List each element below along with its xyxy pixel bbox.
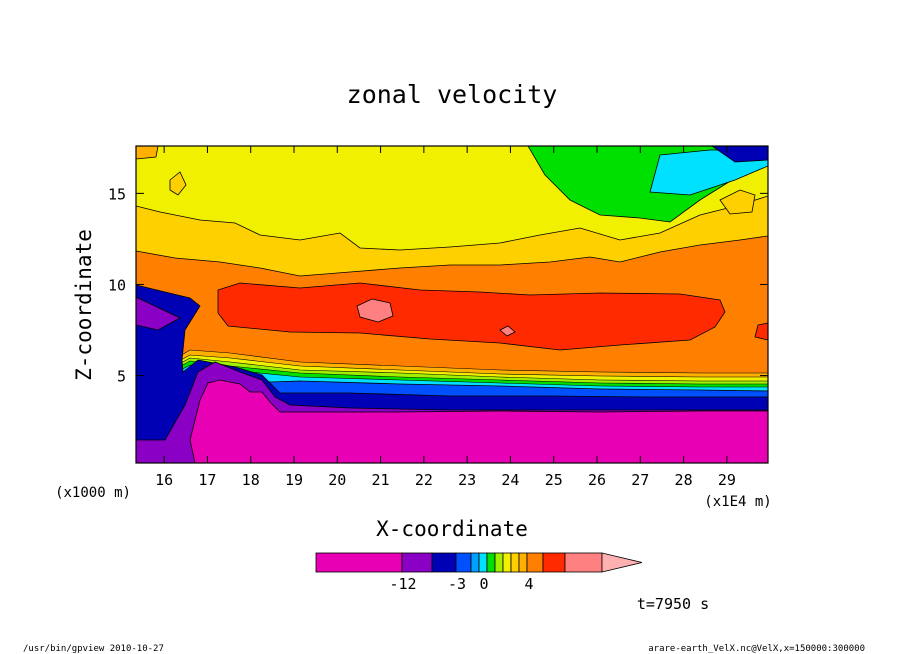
- region-pink-max-2: [499, 325, 516, 337]
- colorbar-segment: [431, 552, 457, 573]
- y-axis-label: Z-coordinate: [72, 229, 96, 381]
- colorbar: [315, 552, 643, 573]
- colorbar-segment: [478, 552, 488, 573]
- colorbar-segment: [526, 552, 544, 573]
- colorbar-segment: [542, 552, 566, 573]
- region-pink-max: [356, 298, 394, 323]
- x-tick-label: 24: [501, 471, 519, 489]
- region-magenta: [189, 379, 768, 463]
- x-axis-label: X-coordinate: [376, 517, 528, 541]
- colorbar-segment: [315, 552, 403, 573]
- x-tick-label: 29: [718, 471, 736, 489]
- region-orange-patch-corner: [136, 146, 159, 160]
- x-tick-label: 20: [328, 471, 346, 489]
- x-tick-label: 22: [415, 471, 433, 489]
- colorbar-tick-label: 4: [524, 575, 533, 593]
- region-orange-patch-left: [169, 171, 187, 196]
- colorbar-segment: [518, 552, 528, 573]
- colorbar-segment: [470, 552, 480, 573]
- region-navy-top: [711, 146, 768, 163]
- colorbar-segment: [486, 552, 496, 573]
- x-tick-label: 28: [675, 471, 693, 489]
- colorbar-tick-label: -12: [389, 575, 416, 593]
- time-label: t=7950 s: [637, 595, 709, 613]
- x-tick-label: 21: [372, 471, 390, 489]
- z-unit-label: (x1000 m): [55, 485, 131, 501]
- x-tick-label: 16: [155, 471, 173, 489]
- y-tick-label: 5: [117, 368, 126, 386]
- x-tick-label: 23: [458, 471, 476, 489]
- colorbar-segment: [494, 552, 504, 573]
- x-tick-label: 18: [242, 471, 260, 489]
- region-orange-patch-top: [719, 189, 756, 215]
- y-axis: 5 10 15: [108, 185, 768, 386]
- x-tick-label: 19: [285, 471, 303, 489]
- colorbar-segment: [401, 552, 433, 573]
- colorbar-segment: [455, 552, 472, 573]
- x-unit-label: (x1E4 m): [704, 494, 771, 510]
- contour-field: [136, 146, 768, 463]
- colorbar-segment: [564, 552, 603, 573]
- region-red: [217, 282, 726, 351]
- chart-title: zonal velocity: [347, 80, 558, 109]
- x-axis: 16 17 18 19 20 21 22 23 24 25 26 27 28 29: [155, 146, 736, 489]
- colorbar-extension: [601, 552, 643, 573]
- y-tick-label: 15: [108, 185, 126, 203]
- colorbar-tick-label: 0: [479, 575, 488, 593]
- plot-frame: [135, 145, 769, 464]
- x-tick-label: 26: [588, 471, 606, 489]
- colorbar-tick-labels: -12 -3 0 4: [389, 575, 533, 593]
- colorbar-segment: [502, 552, 512, 573]
- y-tick-label: 10: [108, 276, 126, 294]
- colorbar-tick-label: -3: [448, 575, 466, 593]
- x-tick-label: 25: [545, 471, 563, 489]
- x-tick-label: 17: [198, 471, 216, 489]
- colorbar-segment: [510, 552, 520, 573]
- region-red-edge: [754, 322, 768, 341]
- region-purple: [136, 296, 181, 331]
- footer-right: arare-earth_VelX.nc@VelX,x=150000:300000: [648, 644, 865, 654]
- x-tick-label: 27: [631, 471, 649, 489]
- footer-left: /usr/bin/gpview 2010-10-27: [23, 644, 164, 654]
